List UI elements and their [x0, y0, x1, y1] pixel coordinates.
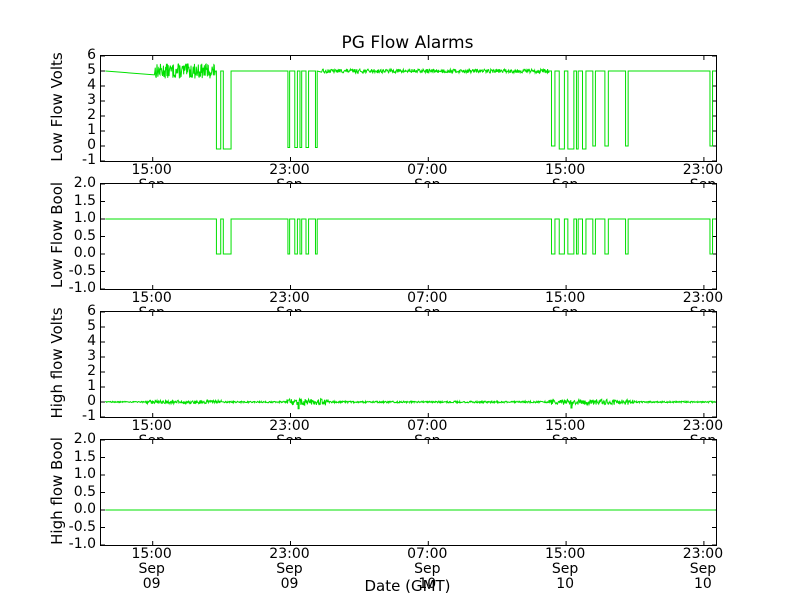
- x-tick-time-label: 23:00: [682, 418, 724, 434]
- y-tick-label: 1.0: [73, 210, 96, 226]
- y-tick-label: -1: [82, 408, 96, 424]
- y-tick-label: -0.5: [68, 518, 96, 535]
- plot-area: [100, 183, 717, 290]
- plot-area: [100, 311, 717, 418]
- y-tick-label: 2.0: [73, 175, 96, 191]
- y-tick-label: 0: [87, 137, 96, 153]
- subplot-low-flow-bool: Low Flow Bool 2.0 1.5 1.0 0.5 0.0 -0.5 -1.0 15:…: [0, 175, 800, 336]
- y-tick-label: 4: [87, 77, 96, 93]
- x-tick-time-label: 23:00: [269, 162, 310, 178]
- y-tick-label: 1.0: [73, 466, 96, 482]
- y-tick-label: 3: [87, 348, 96, 364]
- plot-area: [100, 55, 717, 162]
- plot-area: [100, 439, 717, 546]
- y-tick-label: 1.5: [73, 448, 96, 465]
- x-tick-time-label: 07:00: [407, 162, 448, 178]
- x-tick-time-label: 23:00: [269, 290, 310, 306]
- y-tick-label: 1.5: [73, 192, 96, 209]
- x-tick-time-label: 15:00: [544, 162, 586, 178]
- y-tick-label: 2: [87, 107, 96, 123]
- x-tick-time-label: 07:00: [407, 546, 448, 562]
- y-tick-label: 5: [87, 318, 96, 334]
- x-tick-time-label: 23:00: [682, 290, 724, 306]
- x-tick-time-label: 23:00: [682, 162, 724, 178]
- y-tick-label: 3: [87, 92, 96, 108]
- y-tick-label: 2.0: [73, 431, 96, 447]
- x-tick-date-label: Sep 10: [551, 561, 579, 592]
- y-tick-label: 5: [87, 62, 96, 78]
- x-tick-time-label: 23:00: [269, 546, 310, 562]
- x-tick-time-label: 15:00: [131, 546, 172, 562]
- y-tick-label: -1: [82, 152, 96, 168]
- y-tick-label: -1.0: [68, 280, 96, 296]
- x-axis-title: Date (GMT): [364, 577, 451, 595]
- y-tick-label: 0.0: [73, 501, 96, 517]
- x-tick-time-label: 15:00: [544, 546, 586, 562]
- x-tick-date-label: Sep 09: [276, 561, 303, 592]
- y-tick-label: 4: [87, 333, 96, 349]
- x-tick-time-label: 15:00: [544, 418, 586, 434]
- x-tick-date-label: Sep 10: [414, 561, 441, 592]
- y-tick-label: -1.0: [68, 536, 96, 552]
- line-series: [101, 184, 716, 289]
- y-tick-label: 6: [87, 47, 96, 63]
- subplot-high-flow-bool: High flow Bool 2.0 1.5 1.0 0.5 0.0 -0.5 -1.0 15…: [0, 431, 800, 592]
- x-tick-time-label: 15:00: [131, 290, 172, 306]
- line-series: [101, 440, 716, 545]
- x-tick-time-label: 07:00: [407, 290, 448, 306]
- chart-title: PG Flow Alarms: [341, 33, 474, 53]
- y-tick-label: 0.5: [73, 227, 96, 244]
- x-tick-time-label: 15:00: [544, 290, 586, 306]
- x-tick-time-label: 23:00: [682, 546, 724, 562]
- y-tick-label: 1: [87, 122, 96, 138]
- line-series: [101, 56, 716, 161]
- y-tick-label: -0.5: [68, 262, 96, 279]
- y-tick-label: 6: [87, 303, 96, 319]
- x-tick-time-label: 15:00: [131, 162, 172, 178]
- x-tick-time-label: 07:00: [407, 418, 448, 434]
- y-tick-label: 0: [87, 393, 96, 409]
- x-tick-time-label: 23:00: [269, 418, 310, 434]
- y-tick-label: 2: [87, 363, 96, 379]
- y-tick-label: 1: [87, 378, 96, 394]
- y-tick-label: 0.0: [73, 245, 96, 261]
- x-tick-date-label: Sep 10: [689, 561, 717, 592]
- x-tick-time-label: 15:00: [131, 418, 172, 434]
- y-tick-label: 0.5: [73, 483, 96, 500]
- line-series: [101, 312, 716, 417]
- x-tick-date-label: Sep 09: [138, 561, 165, 592]
